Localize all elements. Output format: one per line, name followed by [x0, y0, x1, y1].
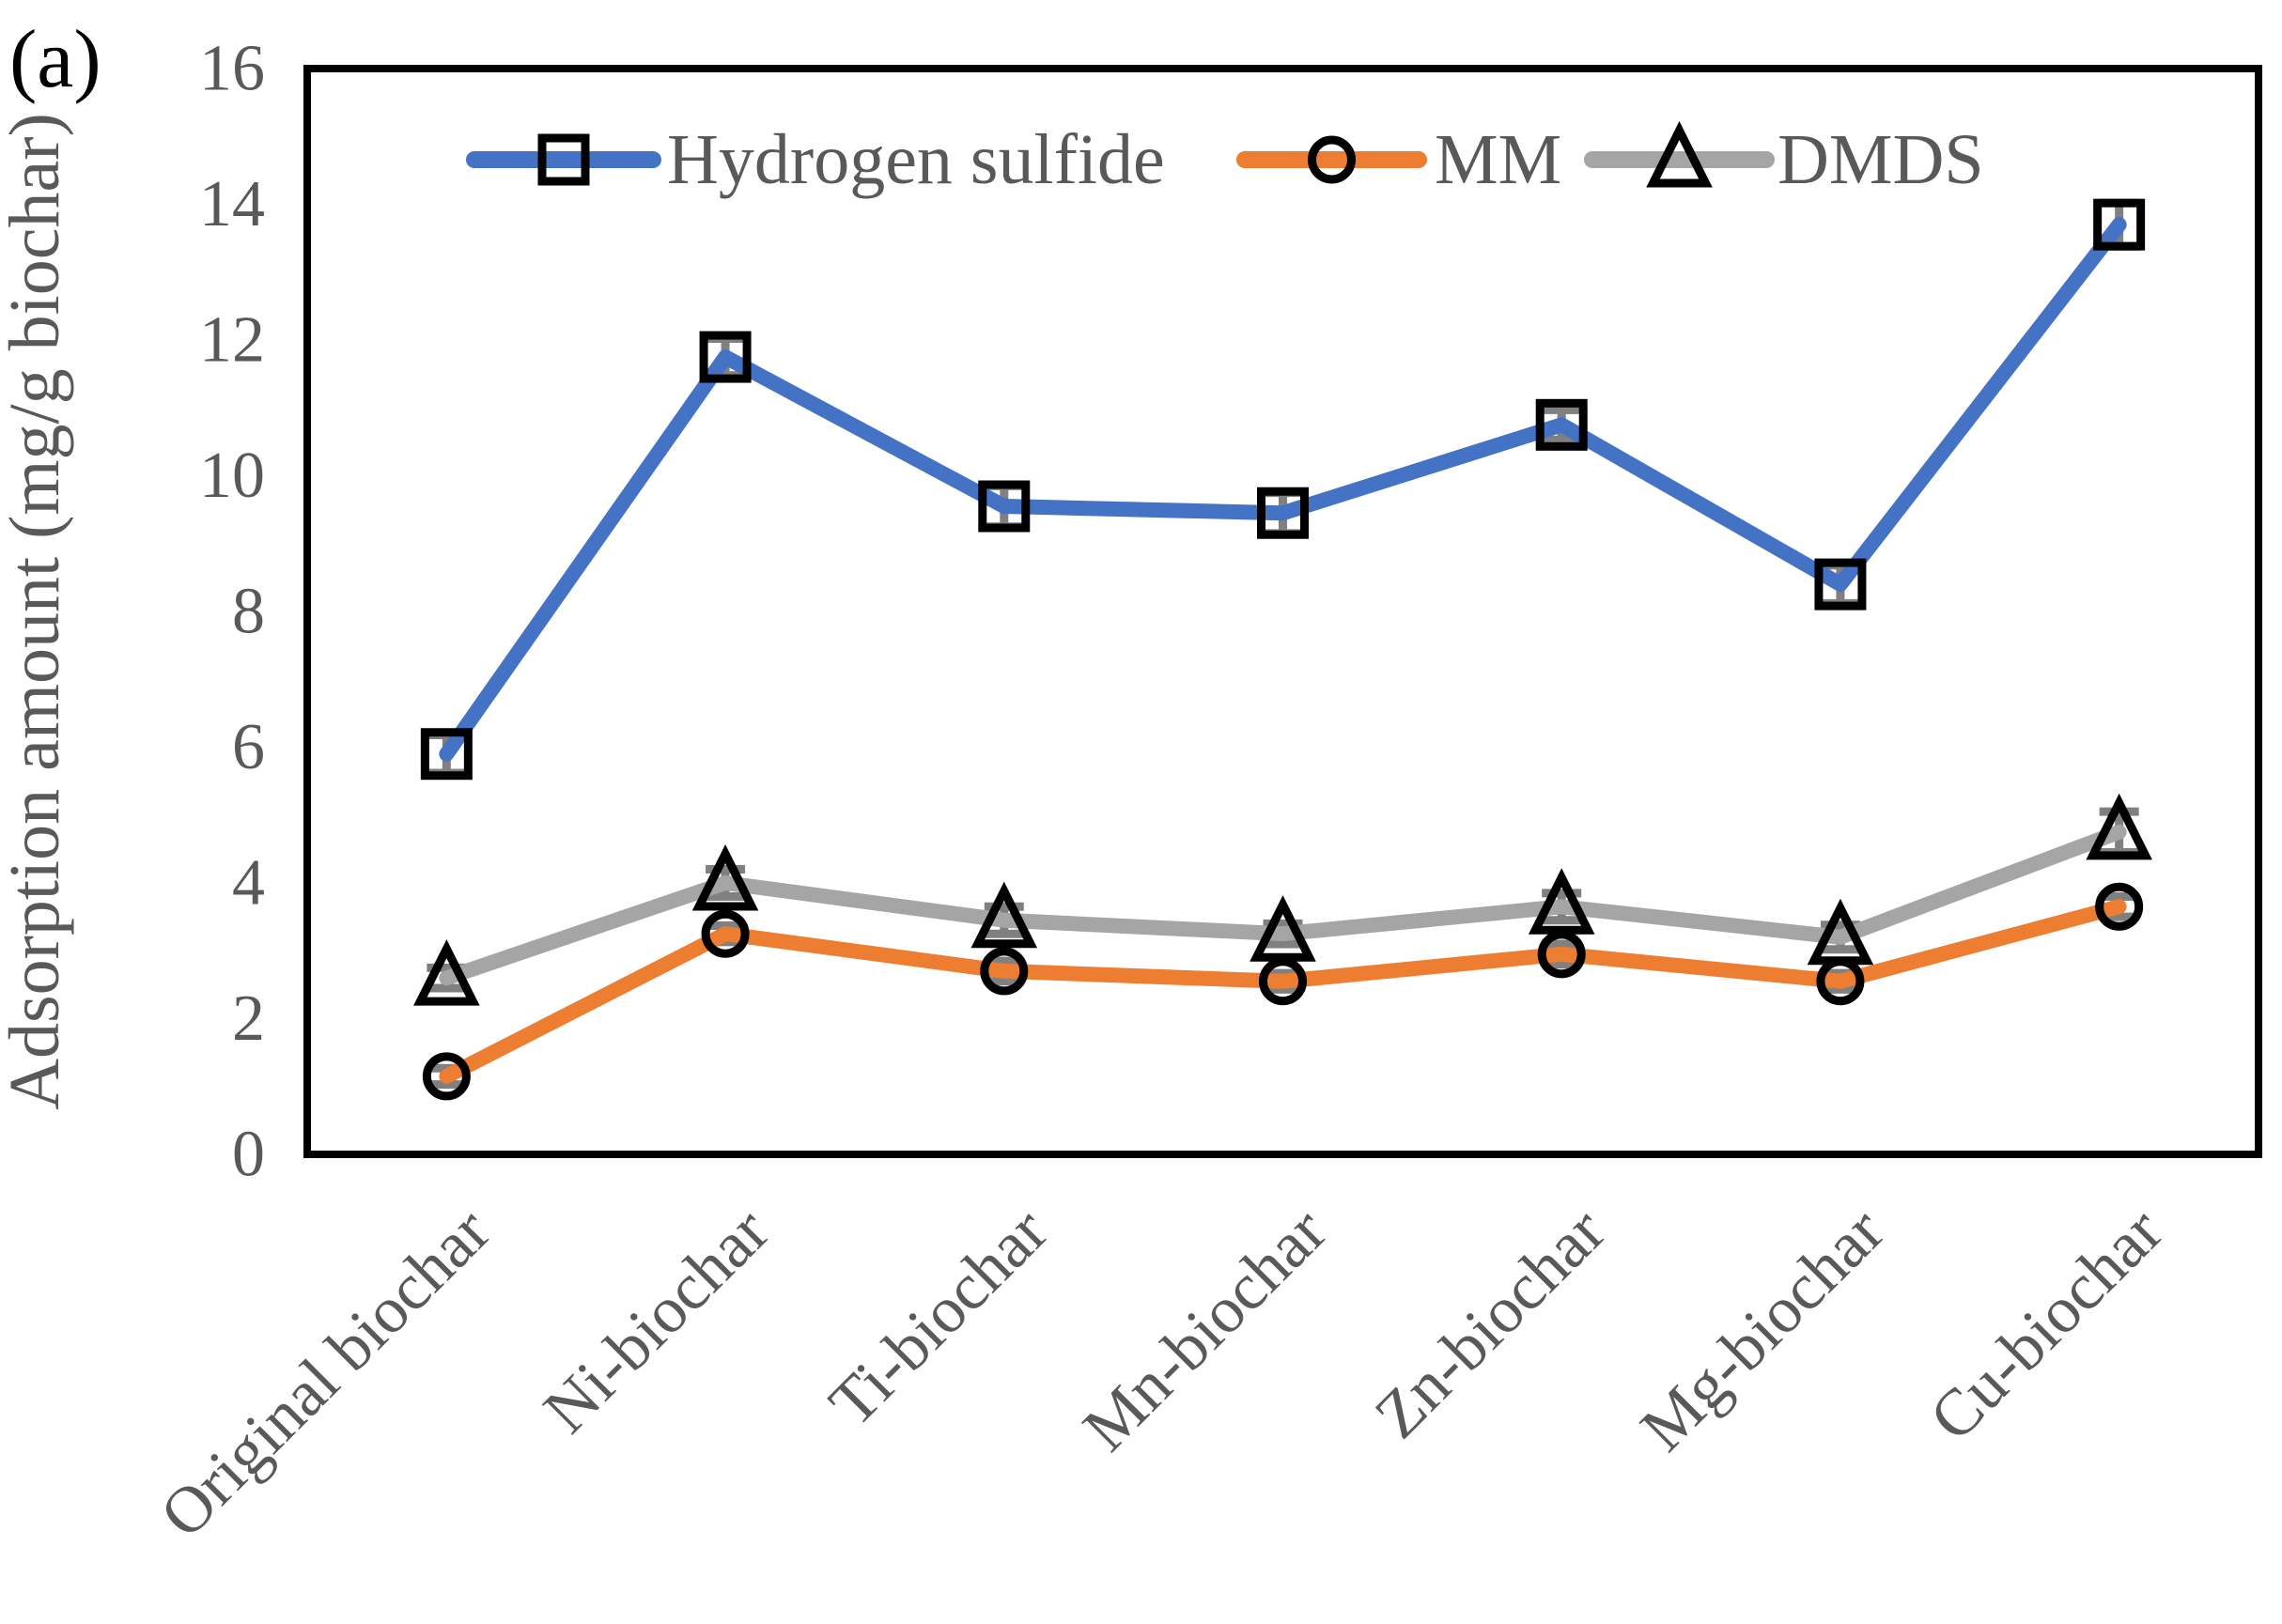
circle-marker — [2095, 882, 2144, 931]
y-tick-label: 6 — [232, 711, 265, 783]
x-axis-labels: Original biochar Ni-biochar Ti-biochar Mn-b… — [147, 1195, 2176, 1552]
circle-marker — [422, 1052, 471, 1101]
plot-area — [303, 65, 2262, 1158]
x-category-label: Zn-biochar — [1361, 1195, 1619, 1452]
circle-marker — [701, 909, 750, 958]
triangle-marker — [413, 939, 480, 1006]
circle-marker — [980, 947, 1029, 996]
x-category-label: Cu-biochar — [1917, 1195, 2177, 1455]
triangle-marker — [1528, 868, 1595, 935]
x-category-label: Original biochar — [147, 1195, 504, 1552]
series-line-dmds — [439, 824, 2127, 986]
square-marker — [1535, 398, 1588, 451]
y-tick-label: 4 — [232, 847, 265, 920]
x-category-label: Mg-biochar — [1627, 1195, 1898, 1465]
triangle-marker — [2086, 793, 2152, 860]
square-marker — [978, 480, 1031, 533]
plot-border — [303, 65, 2262, 1158]
legend: Hydrogen sulfide MM DMDS — [466, 120, 1984, 199]
triangle-marker — [1807, 898, 1874, 966]
legend-label: MM — [1435, 120, 1561, 199]
square-marker — [1257, 487, 1309, 539]
square-marker — [1814, 558, 1867, 611]
triangle-marker — [691, 843, 759, 911]
legend-circle-marker — [1308, 135, 1356, 184]
series-lines — [439, 217, 2127, 1084]
triangle-marker — [970, 881, 1038, 949]
square-marker — [420, 728, 473, 781]
circle-marker — [1537, 930, 1586, 979]
y-axis-title: Adsorption amount (mg/g biochar) — [0, 113, 74, 1110]
y-axis-ticks: 0 2 4 6 8 10 12 14 16 — [199, 33, 265, 1191]
circle-marker — [1259, 957, 1307, 1006]
series-line-hydrogen-sulfide — [439, 217, 2127, 762]
legend-square-marker — [537, 133, 590, 186]
y-tick-label: 16 — [199, 33, 265, 105]
x-category-label: Ni-biochar — [531, 1195, 784, 1447]
x-category-label: Mn-biochar — [1070, 1195, 1341, 1465]
triangle-marker — [1250, 895, 1316, 962]
y-tick-label: 8 — [232, 576, 265, 648]
square-marker — [2093, 198, 2146, 251]
legend-triangle-marker — [1646, 120, 1713, 188]
y-tick-label: 0 — [232, 1119, 265, 1191]
y-tick-label: 2 — [232, 982, 265, 1055]
y-tick-label: 10 — [199, 440, 265, 512]
square-marker — [699, 331, 752, 383]
series-markers — [413, 198, 2152, 1101]
panel-label: (a) — [9, 14, 101, 105]
y-tick-label: 12 — [199, 304, 265, 377]
x-category-label: Ti-biochar — [815, 1195, 1062, 1441]
series-line-mm — [439, 899, 2127, 1084]
legend-label: DMDS — [1777, 120, 1984, 199]
legend-label: Hydrogen sulfide — [667, 120, 1165, 199]
y-tick-label: 14 — [199, 168, 265, 240]
